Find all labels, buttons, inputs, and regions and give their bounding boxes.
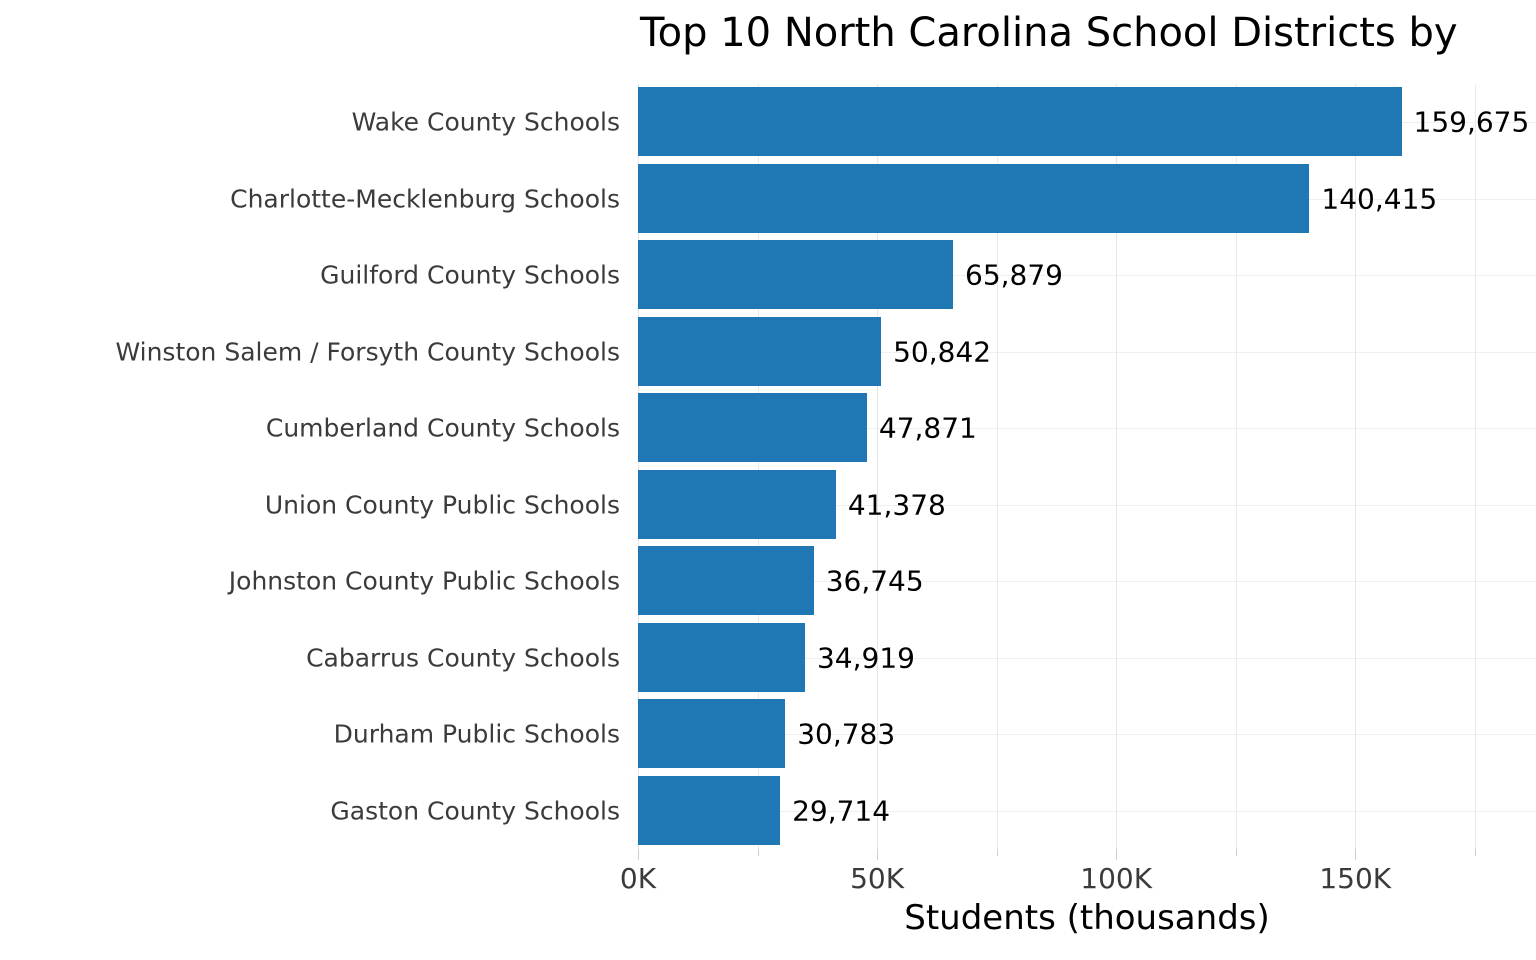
gridline-vertical <box>1355 84 1357 849</box>
bar-row[interactable]: 34,919 <box>638 620 1536 696</box>
y-axis-tick-label: Cumberland County Schools <box>265 413 620 443</box>
gridline-horizontal <box>638 734 1536 736</box>
gridline-horizontal <box>638 810 1536 812</box>
x-axis-tick-mark <box>1116 849 1118 860</box>
bar[interactable] <box>638 316 882 386</box>
x-axis-tick-label: 100K <box>1080 862 1153 895</box>
bar[interactable] <box>638 163 1310 233</box>
x-axis-ticks: 0K 50K 100K 150K <box>620 849 1536 897</box>
bar-row[interactable]: 29,714 <box>638 773 1536 849</box>
bar-value-label: 65,879 <box>965 258 1063 292</box>
bar[interactable] <box>638 87 1402 156</box>
y-axis-tick-label: Charlotte-Mecklenburg Schools <box>230 184 620 214</box>
x-axis-minor-tick-mark <box>1235 849 1237 856</box>
bar-row[interactable]: 159,675 <box>638 84 1536 160</box>
x-axis-tick-label: 0K <box>619 862 657 895</box>
x-axis-tick-mark <box>1355 849 1357 860</box>
bar-value-label: 41,378 <box>847 488 946 521</box>
y-axis-tick-label: Cabarrus County Schools <box>306 643 620 673</box>
x-axis-tick-mark <box>638 849 639 860</box>
gridline-vertical <box>638 84 639 849</box>
gridline-horizontal <box>638 275 1536 277</box>
bar-row[interactable]: 41,378 <box>638 467 1536 543</box>
bar-value-label: 34,919 <box>816 641 915 674</box>
gridline-horizontal <box>638 581 1536 583</box>
bar-value-label: 50,842 <box>893 335 992 368</box>
bar-value-label: 159,675 <box>1413 105 1530 139</box>
bar[interactable] <box>638 699 786 768</box>
bar-row[interactable]: 30,783 <box>638 696 1536 772</box>
bar-row[interactable]: 36,745 <box>638 543 1536 619</box>
y-axis-tick-label: Guilford County Schools <box>320 260 620 290</box>
y-axis-category-labels: Wake County Schools Charlotte-Mecklenburg… <box>0 84 638 849</box>
gridline-vertical <box>1116 84 1118 849</box>
gridline-horizontal <box>638 351 1536 353</box>
y-axis-tick-label: Durham Public Schools <box>333 719 620 749</box>
bar-value-label: 30,783 <box>797 717 896 751</box>
x-axis-minor-tick-mark <box>757 849 759 856</box>
bar[interactable] <box>638 240 953 309</box>
gridline-horizontal <box>638 504 1536 506</box>
x-axis-tick-label: 50K <box>850 862 905 895</box>
y-axis-tick-label: Winston Salem / Forsyth County Schools <box>115 337 620 367</box>
bar[interactable] <box>638 775 781 845</box>
bar-row[interactable]: 140,415 <box>638 161 1536 237</box>
y-axis-tick-label: Union County Public Schools <box>264 490 620 520</box>
gridline-vertical <box>1235 84 1237 849</box>
bar-row[interactable]: 47,871 <box>638 390 1536 466</box>
bar-value-label: 47,871 <box>878 411 977 445</box>
bar-row[interactable]: 50,842 <box>638 314 1536 390</box>
bar[interactable] <box>638 469 836 539</box>
plot-area: 159,675 140,415 65,879 50,842 47,871 41,378 36… <box>638 84 1536 849</box>
bar[interactable] <box>638 546 814 615</box>
bar-row[interactable]: 65,879 <box>638 237 1536 313</box>
bar-value-label: 140,415 <box>1321 182 1438 215</box>
x-axis-minor-tick-mark <box>1474 849 1476 856</box>
x-axis-tick-mark <box>877 849 879 860</box>
bar-value-label: 29,714 <box>792 794 891 827</box>
gridline-vertical <box>757 84 759 849</box>
y-axis-tick-label: Wake County Schools <box>351 107 620 137</box>
x-axis-title: Students (thousands) <box>904 898 1270 938</box>
x-axis-tick-label: 150K <box>1319 862 1392 895</box>
gridline-vertical <box>877 84 879 849</box>
gridline-horizontal <box>638 657 1536 659</box>
gridline-vertical <box>996 84 998 849</box>
y-axis-tick-label: Johnston County Public Schools <box>228 566 620 596</box>
chart-title: Top 10 North Carolina School Districts b… <box>640 10 1458 56</box>
gridline-vertical <box>1474 84 1476 849</box>
x-axis-minor-tick-mark <box>996 849 998 856</box>
gridline-horizontal <box>638 428 1536 430</box>
bar-value-label: 36,745 <box>825 564 924 598</box>
bar[interactable] <box>638 622 805 692</box>
y-axis-tick-label: Gaston County Schools <box>330 796 620 826</box>
bar[interactable] <box>638 393 867 462</box>
